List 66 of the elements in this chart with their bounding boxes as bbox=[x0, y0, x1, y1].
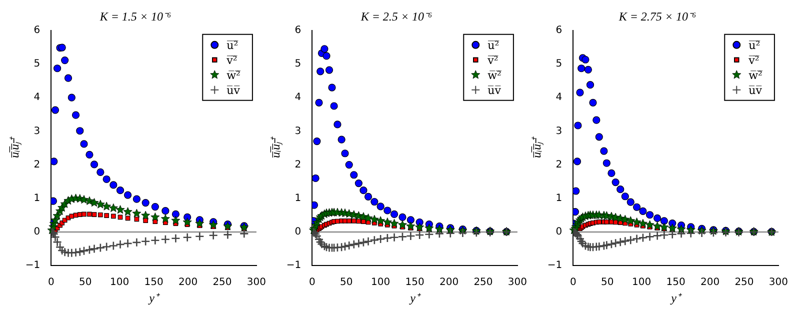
legend-label: v̅²̅ bbox=[486, 54, 498, 67]
x-tick-label: 300 bbox=[768, 277, 788, 288]
y-tick-label: 3 bbox=[294, 126, 302, 137]
y-tick-label: 6 bbox=[294, 24, 302, 36]
y-tick-label: 6 bbox=[556, 24, 562, 36]
y-tick-label: 4 bbox=[294, 92, 302, 104]
x-axis-title: y⁺ bbox=[148, 290, 160, 305]
x-tick-label: 150 bbox=[144, 277, 164, 288]
x-tick-label: 300 bbox=[246, 277, 266, 288]
legend-label: u̅v̅ bbox=[748, 84, 763, 97]
x-tick-label: 100 bbox=[632, 277, 652, 288]
x-tick-label: 200 bbox=[439, 277, 459, 288]
y-tick-label: 0 bbox=[556, 226, 562, 238]
y-tick-label: 5 bbox=[294, 58, 302, 70]
x-tick-label: 200 bbox=[178, 277, 198, 288]
y-tick-label: 1 bbox=[556, 192, 562, 204]
y-tick-label: 5 bbox=[34, 58, 40, 70]
chart-title: K = 1.5 × 10⁻⁶ bbox=[98, 9, 172, 24]
legend-label: w̅²̅ bbox=[488, 68, 502, 82]
legend-label: w̅²̅ bbox=[226, 68, 240, 82]
y-tick-label: 2 bbox=[34, 159, 40, 170]
y-tick-label: 4 bbox=[556, 92, 562, 104]
x-tick-label: 150 bbox=[405, 277, 424, 288]
y-tick-label: −1 bbox=[25, 260, 40, 272]
x-tick-label: 300 bbox=[508, 277, 528, 288]
y-tick-label: 4 bbox=[34, 92, 40, 104]
x-tick-label: 100 bbox=[371, 277, 390, 288]
x-tick-label: 100 bbox=[110, 277, 130, 288]
chart-title: K = 2.75 × 10⁻⁶ bbox=[618, 9, 696, 24]
legend-label: v̅²̅ bbox=[226, 54, 238, 67]
x-tick-label: 50 bbox=[600, 277, 614, 288]
legend-label: u̅²̅ bbox=[748, 38, 760, 52]
x-tick-label: 50 bbox=[78, 277, 92, 288]
y-tick-label: 0 bbox=[34, 226, 40, 238]
legend-label: u̅v̅ bbox=[226, 84, 241, 97]
x-tick-label: 250 bbox=[212, 277, 232, 288]
y-tick-label: 3 bbox=[34, 126, 40, 137]
x-tick-label: 0 bbox=[308, 277, 316, 288]
x-tick-label: 50 bbox=[340, 277, 353, 288]
legend-label: w̅²̅ bbox=[748, 68, 762, 82]
y-tick-label: 5 bbox=[556, 58, 562, 70]
chart-title: K = 2.5 × 10⁻⁶ bbox=[360, 9, 432, 24]
legend-label: u̅²̅ bbox=[226, 38, 238, 52]
x-tick-label: 200 bbox=[700, 277, 720, 288]
y-tick-label: 1 bbox=[34, 192, 40, 204]
y-tick-label: 1 bbox=[294, 192, 302, 204]
x-tick-label: 250 bbox=[734, 277, 754, 288]
y-tick-label: 0 bbox=[294, 226, 302, 238]
y-tick-label: 3 bbox=[556, 126, 562, 137]
legend-label: u̅v̅ bbox=[488, 84, 502, 97]
x-tick-label: 0 bbox=[48, 277, 54, 288]
legend-label: v̅²̅ bbox=[748, 54, 760, 67]
y-tick-label: −1 bbox=[286, 260, 302, 272]
x-tick-label: 250 bbox=[474, 277, 493, 288]
y-axis-title: u̅ᵢ̅u̅ⱼ̅⁺ bbox=[268, 136, 282, 158]
y-tick-label: 6 bbox=[34, 24, 40, 36]
x-axis-title: y⁺ bbox=[409, 290, 422, 305]
x-tick-label: 150 bbox=[666, 277, 686, 288]
legend-label: u̅²̅ bbox=[488, 38, 500, 52]
x-axis-title: y⁺ bbox=[670, 290, 682, 305]
x-tick-label: 0 bbox=[570, 277, 576, 288]
y-tick-label: 2 bbox=[294, 159, 302, 170]
y-axis-title: u̅ᵢ̅u̅ⱼ̅⁺ bbox=[7, 136, 22, 158]
y-tick-label: −1 bbox=[547, 260, 562, 272]
y-axis-title: u̅ᵢ̅u̅ⱼ̅⁺ bbox=[529, 136, 544, 158]
y-tick-label: 2 bbox=[556, 159, 562, 170]
